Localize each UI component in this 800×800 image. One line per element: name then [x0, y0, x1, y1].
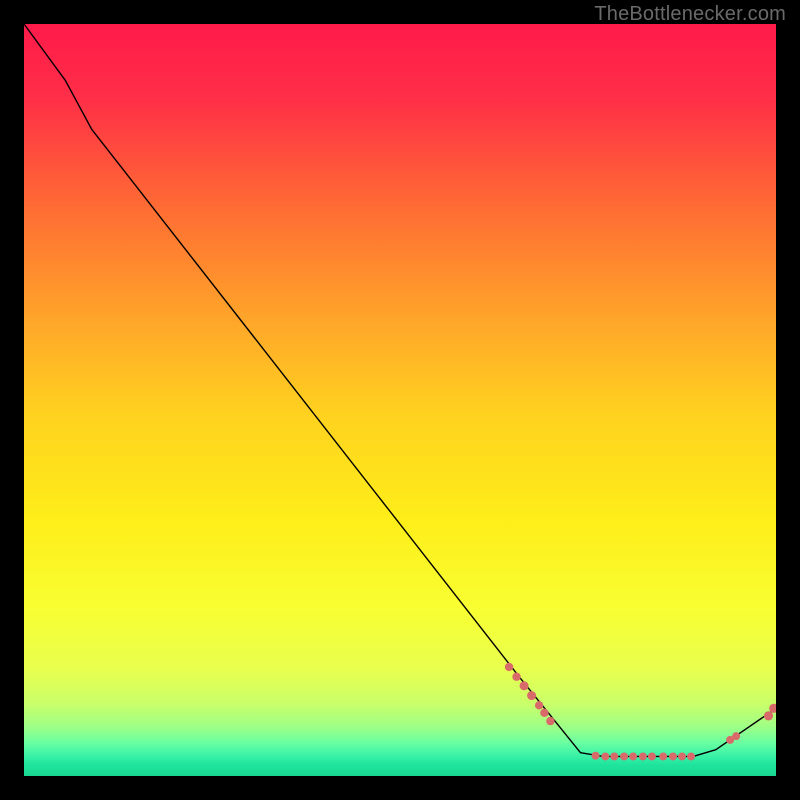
data-marker — [687, 752, 695, 760]
data-marker — [527, 691, 536, 700]
data-marker — [546, 717, 554, 725]
data-marker — [520, 681, 529, 690]
data-marker — [505, 663, 513, 671]
plot-svg — [24, 24, 776, 776]
data-marker — [669, 752, 677, 760]
data-marker — [764, 711, 773, 720]
data-marker — [601, 752, 609, 760]
chart-canvas: TheBottlenecker.com — [0, 0, 800, 800]
data-marker — [732, 732, 740, 740]
plot-background — [24, 24, 776, 776]
data-marker — [540, 709, 548, 717]
plot-area — [24, 24, 776, 776]
data-marker — [620, 752, 628, 760]
data-marker — [648, 752, 656, 760]
data-marker — [512, 673, 520, 681]
data-marker — [592, 752, 600, 760]
watermark-text: TheBottlenecker.com — [594, 3, 786, 26]
data-marker — [678, 752, 686, 760]
data-marker — [639, 752, 647, 760]
data-marker — [535, 701, 543, 709]
data-marker — [629, 752, 637, 760]
data-marker — [659, 752, 667, 760]
data-marker — [610, 752, 618, 760]
